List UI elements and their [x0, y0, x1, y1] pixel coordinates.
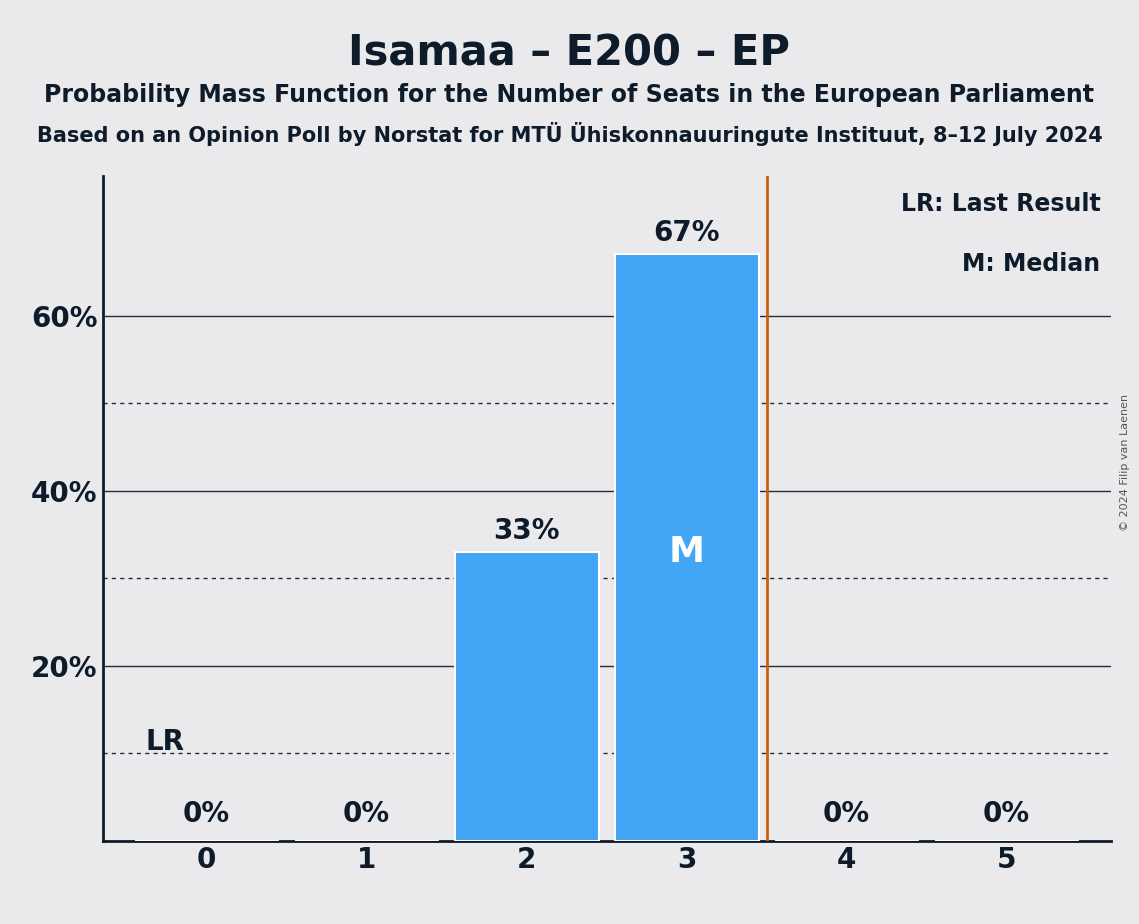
Text: M: M	[669, 535, 705, 569]
Text: LR: LR	[146, 728, 185, 756]
Bar	[454, 552, 598, 841]
Text: 0%: 0%	[823, 799, 870, 828]
Text: Based on an Opinion Poll by Norstat for MTÜ Ühiskonnauuringute Instituut, 8–12 J: Based on an Opinion Poll by Norstat for …	[36, 122, 1103, 146]
Text: M: Median: M: Median	[962, 252, 1100, 276]
Text: 33%: 33%	[493, 517, 559, 545]
Text: 67%: 67%	[654, 219, 720, 248]
Text: Probability Mass Function for the Number of Seats in the European Parliament: Probability Mass Function for the Number…	[44, 83, 1095, 107]
Text: 0%: 0%	[343, 799, 390, 828]
Text: LR: Last Result: LR: Last Result	[901, 192, 1100, 216]
Text: 0%: 0%	[183, 799, 230, 828]
Text: 0%: 0%	[983, 799, 1030, 828]
Text: © 2024 Filip van Laenen: © 2024 Filip van Laenen	[1120, 394, 1130, 530]
Text: Isamaa – E200 – EP: Isamaa – E200 – EP	[349, 32, 790, 74]
Bar	[615, 254, 759, 841]
